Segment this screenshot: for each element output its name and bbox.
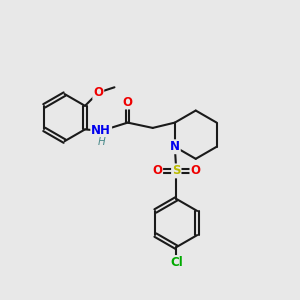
Text: O: O xyxy=(190,164,200,177)
Text: O: O xyxy=(152,164,162,177)
Text: N: N xyxy=(170,140,180,153)
Text: NH: NH xyxy=(91,124,111,137)
Text: S: S xyxy=(172,164,181,177)
Text: Cl: Cl xyxy=(170,256,183,269)
Text: H: H xyxy=(97,137,105,147)
Text: O: O xyxy=(93,86,103,99)
Text: O: O xyxy=(123,95,133,109)
